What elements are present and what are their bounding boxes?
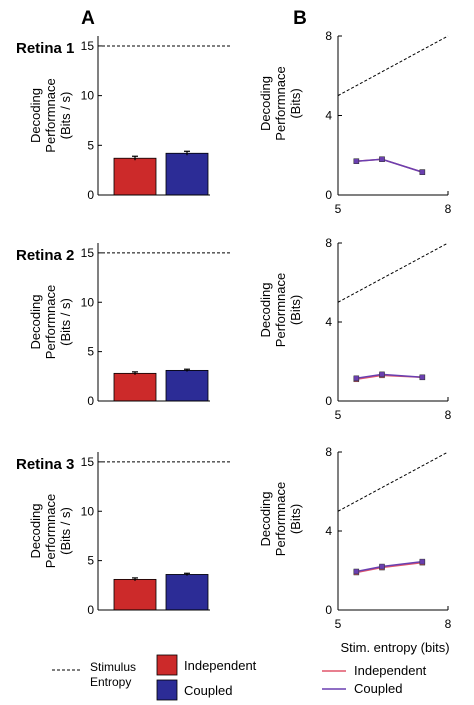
x-tick-label: 8 xyxy=(445,408,452,422)
y-tick-label: 0 xyxy=(325,603,332,617)
y-tick-label: 10 xyxy=(81,295,95,309)
chart-title-retina-2: Retina 2 xyxy=(16,247,74,264)
y-tick-label: 15 xyxy=(81,246,95,260)
y-tick-label: 0 xyxy=(325,188,332,202)
y-tick-label: 8 xyxy=(325,29,332,43)
stimulus-entropy-diagonal xyxy=(337,451,449,512)
line-ylabel-1: Decoding Performnace (Bits) xyxy=(258,66,303,140)
line-ylabel-line: (Bits) xyxy=(288,88,303,118)
series-line-independent xyxy=(356,561,423,574)
data-point-coupled xyxy=(353,158,360,164)
line-ylabel-2: Decoding Performnace (Bits) xyxy=(258,273,303,347)
legend-b-independent-label: Independent xyxy=(354,663,427,678)
bar-ylabel-2: Decoding Performnace (Bits / s) xyxy=(28,285,73,359)
bar-ylabel-line: Decoding xyxy=(28,88,43,143)
legend-stimulus-entropy-label-line1: Stimulus xyxy=(90,660,136,674)
line-ylabel-line: Performnace xyxy=(273,273,288,347)
y-tick-label: 15 xyxy=(81,455,95,469)
y-tick-label: 0 xyxy=(87,188,94,202)
y-tick-label: 8 xyxy=(325,236,332,250)
bar-ylabel-line: (Bits / s) xyxy=(58,92,73,140)
x-tick-label: 5 xyxy=(335,408,342,422)
panel-label-a: A xyxy=(81,8,95,29)
legend-stimulus-entropy-label-line2: Entropy xyxy=(90,675,131,689)
bar-independent xyxy=(113,157,157,196)
data-point-coupled xyxy=(419,169,426,175)
bar-ylabel-line: Performnace xyxy=(43,494,58,568)
bar-ylabel-line: Performnace xyxy=(43,285,58,359)
line-ylabel-line: (Bits) xyxy=(288,504,303,534)
stimulus-entropy-diagonal xyxy=(337,35,449,97)
line-ylabel-line: Performnace xyxy=(273,66,288,140)
bar-ylabel-1: Decoding Performnace (Bits / s) xyxy=(28,78,73,152)
x-tick-label: 5 xyxy=(335,202,342,216)
y-tick-label: 8 xyxy=(325,445,332,459)
bar-independent xyxy=(113,372,157,402)
y-tick-label: 4 xyxy=(325,315,332,329)
y-tick-label: 5 xyxy=(87,138,94,152)
bar-ylabel-line: Decoding xyxy=(28,295,43,350)
bar-coupled xyxy=(165,369,209,402)
y-tick-label: 0 xyxy=(87,394,94,408)
line-ylabel-3: Decoding Performnace (Bits) xyxy=(258,482,303,556)
y-tick-label: 4 xyxy=(325,109,332,123)
panel-label-b: B xyxy=(293,8,307,29)
legend-coupled-label: Coupled xyxy=(184,683,232,698)
bar-ylabel-line: (Bits / s) xyxy=(58,298,73,346)
legend-coupled-swatch xyxy=(156,679,178,701)
y-tick-label: 0 xyxy=(325,394,332,408)
y-tick-label: 10 xyxy=(81,89,95,103)
stimulus-entropy-diagonal xyxy=(337,242,449,303)
data-point-coupled xyxy=(353,568,360,575)
line-ylabel-line: Decoding xyxy=(258,76,273,131)
line-ylabel-line: Decoding xyxy=(258,283,273,338)
x-axis-label: Stim. entropy (bits) xyxy=(340,640,449,655)
x-tick-label: 5 xyxy=(335,617,342,631)
chart-title-retina-1: Retina 1 xyxy=(16,40,74,57)
line-ylabel-line: Decoding xyxy=(258,492,273,547)
bar-ylabel-3: Decoding Performnace (Bits / s) xyxy=(28,494,73,568)
legend-independent-label: Independent xyxy=(184,658,257,673)
data-point-coupled xyxy=(379,371,385,378)
chart-title-retina-3: Retina 3 xyxy=(16,456,74,473)
bar-ylabel-line: Performnace xyxy=(43,78,58,152)
legend-independent-swatch xyxy=(156,654,178,676)
y-tick-label: 10 xyxy=(81,504,95,518)
y-tick-label: 5 xyxy=(87,345,94,359)
data-point-coupled xyxy=(379,156,385,162)
bar-coupled xyxy=(165,574,209,611)
data-point-coupled xyxy=(419,558,426,565)
x-tick-label: 8 xyxy=(445,617,452,631)
line-ylabel-line: Performnace xyxy=(273,482,288,556)
bar-ylabel-line: Decoding xyxy=(28,504,43,559)
legend-b-coupled-label: Coupled xyxy=(354,681,402,696)
series-line-coupled xyxy=(356,158,423,173)
y-tick-label: 0 xyxy=(87,603,94,617)
bar-coupled xyxy=(165,152,209,196)
bar-ylabel-line: (Bits / s) xyxy=(58,507,73,555)
data-point-coupled xyxy=(353,375,360,382)
line-ylabel-line: (Bits) xyxy=(288,295,303,325)
y-tick-label: 4 xyxy=(325,524,332,538)
y-tick-label: 15 xyxy=(81,39,95,53)
bar-independent xyxy=(113,578,157,611)
data-point-coupled xyxy=(379,563,385,570)
data-point-coupled xyxy=(419,374,426,381)
y-tick-label: 5 xyxy=(87,554,94,568)
x-tick-label: 8 xyxy=(445,202,452,216)
